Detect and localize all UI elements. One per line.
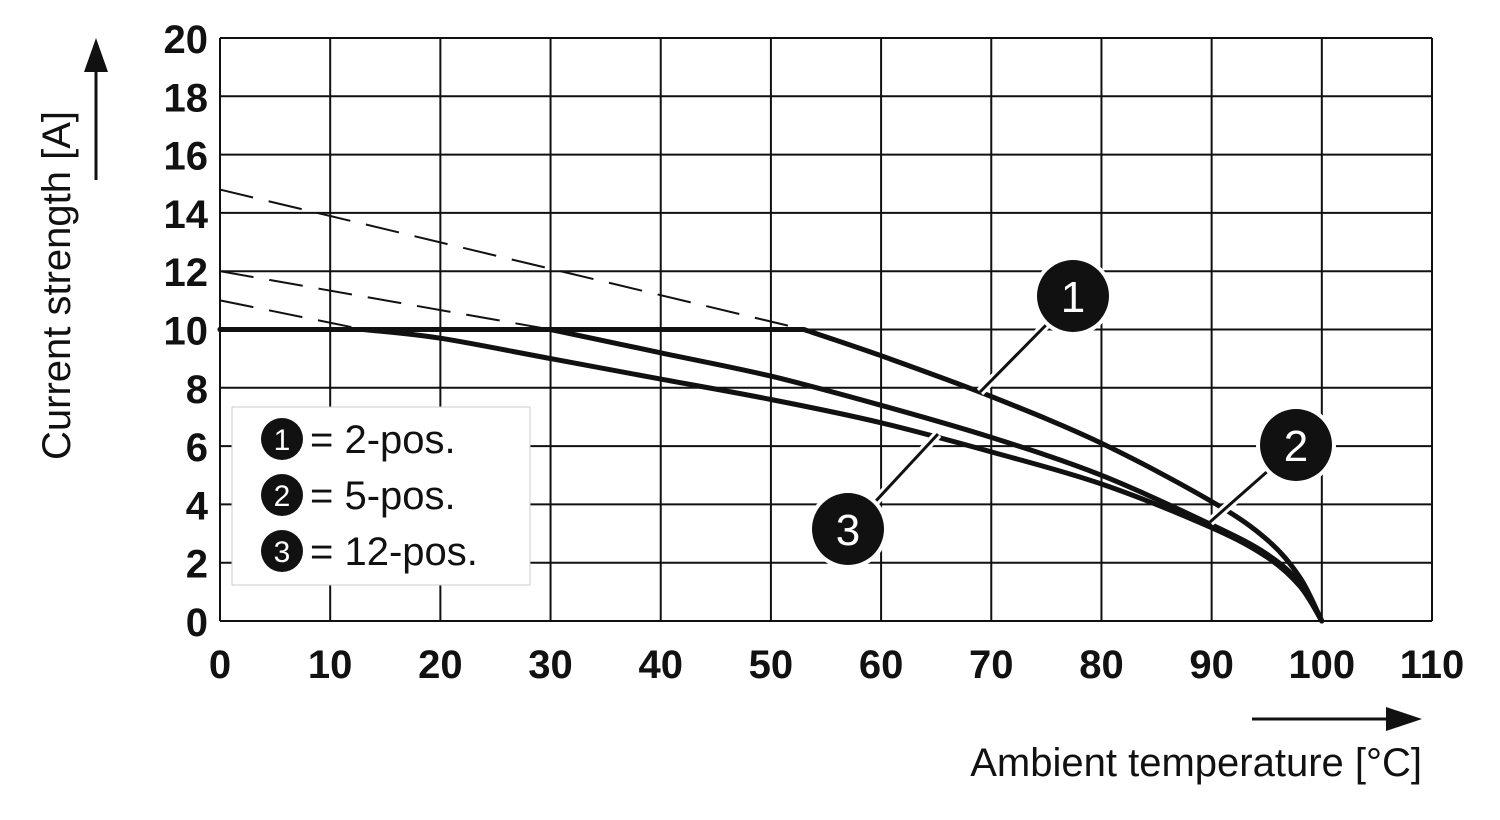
legend-marker-2	[261, 474, 303, 516]
x-tick-label: 90	[1189, 643, 1234, 687]
x-tick-label: 110	[1400, 643, 1465, 687]
y-tick-labels: 0 2 4 6 8 10 12 14 16 18 20	[164, 18, 209, 645]
y-tick-label: 12	[164, 251, 209, 295]
legend-entry-text: = 12-pos.	[310, 530, 478, 574]
x-axis-title: Ambient temperature [°C]	[970, 741, 1422, 785]
y-tick-label: 14	[164, 193, 209, 237]
x-tick-label: 20	[418, 643, 463, 687]
x-tick-label: 80	[1079, 643, 1124, 687]
x-tick-label: 50	[749, 643, 794, 687]
callout-1-leader	[978, 322, 1049, 394]
callout-3-circle	[812, 493, 884, 565]
x-tick-label: 100	[1288, 643, 1355, 687]
series-3-extrapolation	[219, 299, 364, 331]
callout-1-label: 1	[1061, 273, 1085, 322]
legend-entry-text: = 2-pos.	[310, 418, 456, 462]
x-tick-label: 30	[528, 643, 573, 687]
x-tick-labels: 0 10 20 30 40 50 60 70 80 90 100 110	[209, 643, 1464, 687]
legend-marker-label: 3	[274, 536, 291, 569]
callout-3-label: 3	[836, 506, 860, 555]
series-1-line	[217, 327, 1325, 624]
y-axis-arrow-head	[84, 38, 108, 72]
legend: 1 = 2-pos. 2 = 5-pos. 3 = 12-pos.	[231, 406, 531, 586]
legend-marker-label: 2	[274, 480, 291, 513]
x-tick-label: 0	[209, 643, 231, 687]
y-tick-label: 2	[186, 543, 208, 587]
series-2-extrapolation	[219, 270, 551, 331]
x-tick-label: 40	[638, 643, 683, 687]
y-tick-label: 18	[164, 76, 209, 120]
legend-marker-1	[261, 418, 303, 460]
x-axis-arrow-head	[1386, 707, 1422, 731]
y-tick-label: 0	[186, 601, 208, 645]
legend-marker-3	[261, 530, 303, 572]
legend-marker-label: 1	[274, 424, 291, 457]
y-tick-label: 10	[164, 310, 209, 354]
callout-1-circle	[1037, 260, 1109, 332]
legend-entry-text: = 5-pos.	[310, 474, 456, 518]
y-axis-title: Current strength [A]	[35, 111, 79, 460]
callout-2-circle	[1260, 409, 1332, 481]
y-tick-label: 6	[186, 426, 208, 470]
y-tick-label: 8	[186, 368, 208, 412]
x-tick-label: 60	[859, 643, 904, 687]
series-callouts: 1 2 3	[808, 256, 1336, 569]
y-tick-label: 4	[186, 484, 209, 528]
x-tick-label: 10	[308, 643, 353, 687]
y-tick-label: 16	[164, 135, 209, 179]
callout-2-label: 2	[1284, 422, 1308, 471]
series-1-extrapolation	[219, 188, 805, 331]
series-3-line	[217, 327, 1325, 624]
y-tick-label: 20	[164, 18, 209, 62]
callout-2-leader	[1209, 468, 1270, 524]
callout-3-leader	[872, 432, 940, 505]
x-tick-label: 70	[969, 643, 1014, 687]
grid	[219, 37, 1433, 622]
series-lines	[217, 188, 1325, 624]
